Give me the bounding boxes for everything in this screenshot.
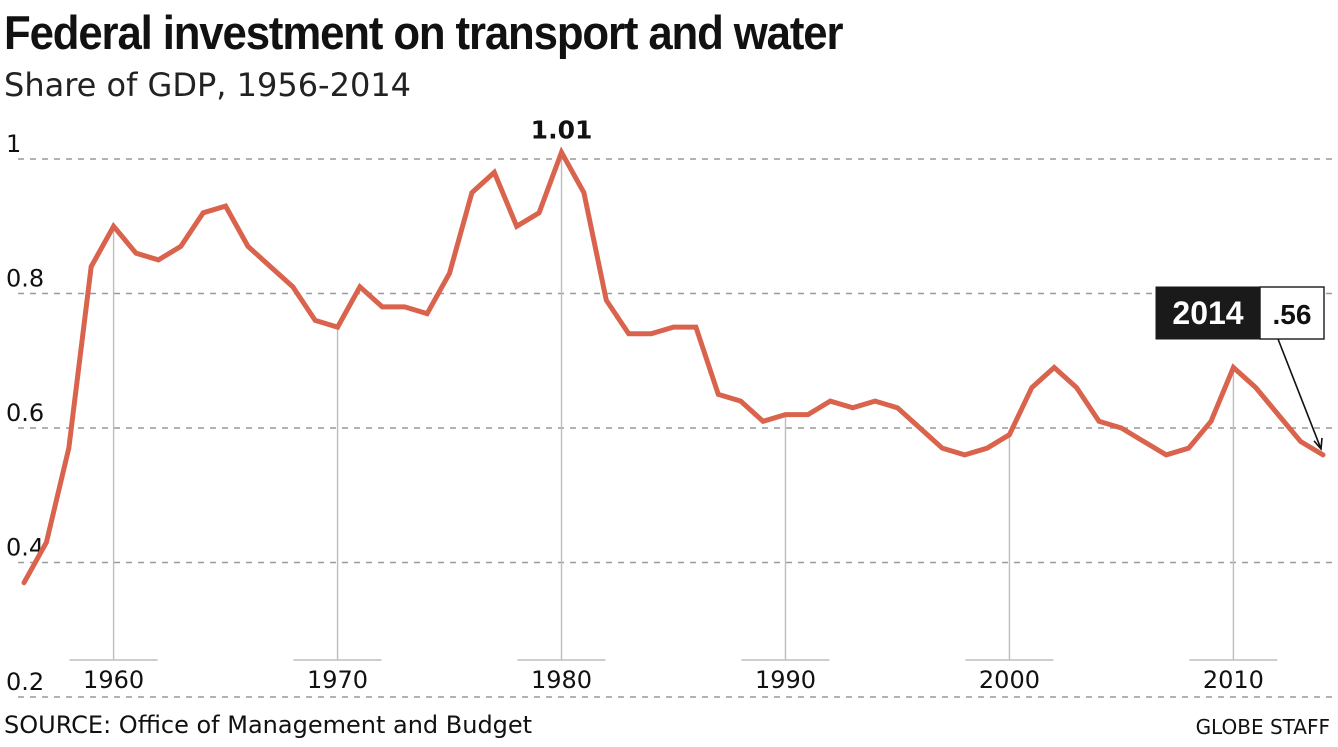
y-tick-label-0-2: 0.2 <box>6 668 44 696</box>
x-tick-label-1980: 1980 <box>531 666 592 694</box>
end-value-label: .56 <box>1273 299 1312 330</box>
chart-subtitle: Share of GDP, 1956-2014 <box>4 66 412 104</box>
grid-layer: 0.20.40.60.81 <box>6 130 1338 698</box>
end-label-leader <box>1277 338 1322 450</box>
y-tick-label-0-6: 0.6 <box>6 399 44 427</box>
vertical-guide-layer: 1960 1970 1980 1990 2000 2010 <box>69 152 1278 694</box>
y-tick-label-1: 1 <box>6 130 21 158</box>
x-tick-label-2000: 2000 <box>979 666 1040 694</box>
label-layer: 1.01 2014 .56 <box>531 115 1325 451</box>
x-tick-label-1970: 1970 <box>307 666 368 694</box>
chart-title: Federal investment on transport and wate… <box>4 6 843 59</box>
source-note: SOURCE: Office of Management and Budget <box>4 711 533 739</box>
end-year-box <box>1155 286 1261 340</box>
series-layer <box>21 146 1326 586</box>
x-tick-label-1990: 1990 <box>755 666 816 694</box>
credit-note: GLOBE STAFF <box>1195 715 1330 739</box>
end-year-label: 2014 <box>1172 295 1243 331</box>
x-tick-label-1960: 1960 <box>83 666 144 694</box>
x-tick-label-2010: 2010 <box>1203 666 1264 694</box>
end-value-box <box>1259 286 1325 340</box>
series-line <box>21 146 1326 586</box>
peak-value-label: 1.01 <box>531 115 593 144</box>
y-tick-label-0-8: 0.8 <box>6 265 44 293</box>
end-label-arrowhead <box>1313 437 1323 451</box>
